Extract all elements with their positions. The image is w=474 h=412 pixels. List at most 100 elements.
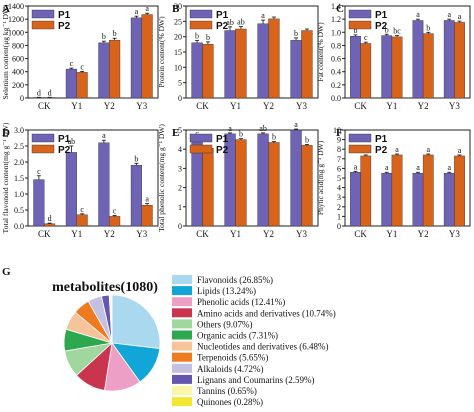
legend-label: P2 <box>58 21 71 32</box>
significance-letter: a <box>458 146 462 155</box>
plot-frame <box>27 5 159 99</box>
significance-letter: a <box>385 163 389 172</box>
pie-legend-label: Alkaloids (4.72%) <box>197 364 264 374</box>
x-tick-label: Y3 <box>449 229 460 239</box>
y-tick-label: 0 <box>337 222 341 231</box>
panel-letter: F <box>336 127 343 139</box>
y-tick-label: 30 <box>174 2 182 11</box>
x-tick-label: Y1 <box>71 229 82 239</box>
y-tick-label: 1.4 <box>331 2 341 11</box>
significance-letter: a <box>102 131 106 140</box>
legend-swatch <box>31 9 55 19</box>
pie-legend-label: Nucleotides and derivatives (6.48%) <box>197 342 328 352</box>
panel-letter: D <box>2 127 10 139</box>
legend-swatch <box>31 133 55 143</box>
pie-legend-swatch <box>172 308 192 318</box>
significance-letter: a <box>416 163 420 172</box>
panel-letter: B <box>172 3 180 15</box>
y-tick-label: 0.6 <box>331 55 341 64</box>
significance-letter: b <box>305 135 309 144</box>
y-axis-label: Selenium content(μg kg⁻¹ DW) <box>1 4 10 100</box>
x-tick-label: Y2 <box>418 229 429 239</box>
pie-legend-label: Flavonoids (26.85%) <box>197 275 273 285</box>
bar-p2 <box>76 72 88 99</box>
legend-label: P2 <box>375 145 388 156</box>
bar-p1 <box>65 152 77 227</box>
bar-p2 <box>44 223 56 227</box>
pie-legend-swatch <box>172 286 192 296</box>
significance-letter: b <box>385 25 389 34</box>
x-tick-label: Y3 <box>296 101 307 111</box>
bar-p1 <box>257 23 269 99</box>
x-tick-label: CK <box>354 229 367 239</box>
panel-c: C 0.0 0.2 0.4 0.6 0.8 1.0 1.2 1.4 Fat content(% D… <box>316 2 471 111</box>
x-tick-label: Y2 <box>263 101 274 111</box>
x-tick-label: Y3 <box>136 229 147 239</box>
bar-p2 <box>109 39 121 99</box>
significance-letter: ab <box>226 18 234 27</box>
y-tick-label: 10 <box>333 126 341 135</box>
legend-label: P1 <box>216 134 229 145</box>
bar-p1 <box>257 133 269 227</box>
significance-letter: ab <box>237 18 245 27</box>
significance-letter: a <box>294 120 298 129</box>
x-tick-label: Y1 <box>230 101 241 111</box>
significance-letter: c <box>364 33 368 42</box>
bar-p1 <box>130 17 142 99</box>
significance-letter: b <box>206 33 210 42</box>
pie-legend-swatch <box>172 297 192 307</box>
y-axis-label: Protein content(% DW) <box>157 16 166 88</box>
significance-letter: ab <box>68 137 76 146</box>
y-tick-label: 4 <box>337 184 341 193</box>
bar-p2 <box>454 155 465 227</box>
legend-label: P1 <box>375 134 388 145</box>
bar-p1 <box>290 40 302 99</box>
y-tick-label: 3 <box>178 164 182 173</box>
panel-letter: E <box>172 127 179 139</box>
legend-swatch <box>31 144 55 154</box>
y-tick-label: 9 <box>337 136 341 145</box>
y-axis-label: Phytic acid(mg g⁻¹ DW) <box>316 140 325 215</box>
significance-letter: a <box>261 11 265 20</box>
bar-p1 <box>98 142 110 227</box>
bar-p2 <box>454 22 465 99</box>
y-tick-label: 0.0 <box>331 94 341 103</box>
bar-p2 <box>301 30 313 99</box>
significance-letter: b <box>113 29 117 38</box>
x-tick-label: Y2 <box>104 101 115 111</box>
significance-letter: a <box>145 4 149 13</box>
pie-legend-label: Lipids (13.24%) <box>197 286 256 296</box>
legend-swatch <box>348 133 372 143</box>
bar-p2 <box>202 148 214 227</box>
pie-legend-label: Phenolic acids (12.41%) <box>197 297 285 307</box>
pie-legend-swatch <box>172 374 192 384</box>
significance-letter: c <box>37 167 41 176</box>
y-tick-label: 2.5 <box>14 142 24 151</box>
significance-letter: a <box>228 124 232 133</box>
pie-legend-label: Quinones (0.28%) <box>197 397 263 407</box>
significance-letter: b <box>195 31 199 40</box>
bar-p1 <box>443 172 455 227</box>
x-tick-label: CK <box>38 101 51 111</box>
legend-swatch <box>348 9 372 19</box>
x-tick-label: Y3 <box>449 101 460 111</box>
x-tick-label: Y1 <box>386 101 397 111</box>
bar-p1 <box>350 36 361 99</box>
significance-letter: d <box>48 214 52 223</box>
significance-letter: a <box>135 7 139 16</box>
x-tick-label: Y1 <box>386 229 397 239</box>
y-tick-label: 0.5 <box>14 206 24 215</box>
bar-p2 <box>235 28 247 99</box>
legend-label: P1 <box>58 10 71 21</box>
significance-letter: a <box>458 12 462 21</box>
y-tick-label: 1200 <box>8 15 24 24</box>
bar-p1 <box>381 35 393 99</box>
y-tick-label: 0 <box>20 94 24 103</box>
legend-label: P2 <box>375 21 388 32</box>
significance-letter: ab <box>259 124 267 133</box>
x-tick-label: Y1 <box>230 229 241 239</box>
significance-letter: a <box>447 10 451 19</box>
y-tick-label: 1.2 <box>331 15 341 24</box>
bar-p2 <box>391 154 403 227</box>
